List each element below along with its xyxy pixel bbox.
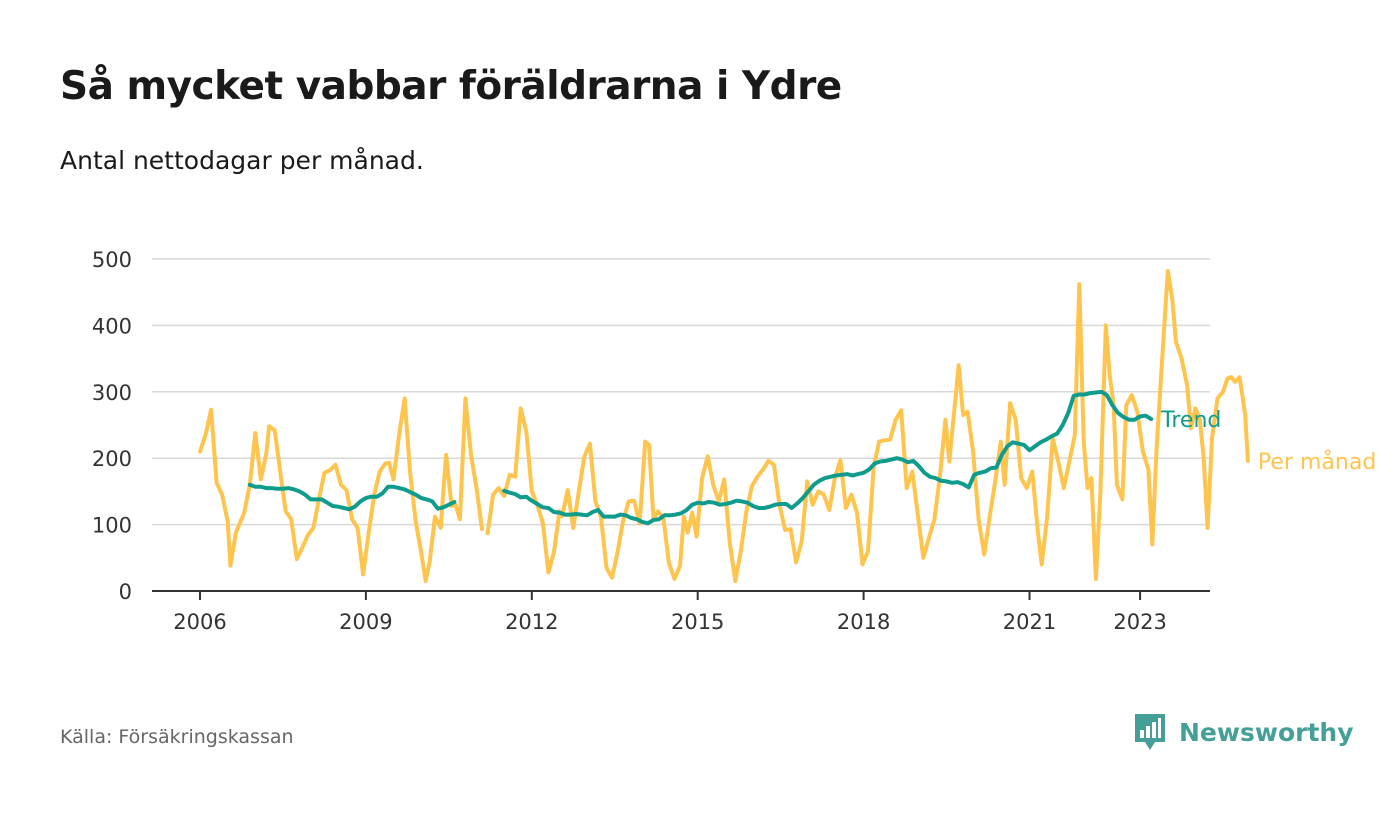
series-labels: Per månad Trend — [1160, 408, 1376, 475]
x-tick-label: 2006 — [173, 610, 226, 634]
newsworthy-logo[interactable]: Newsworthy — [1133, 712, 1354, 752]
x-tick-label: 2021 — [1003, 610, 1056, 634]
chart-subtitle: Antal nettodagar per månad. — [60, 146, 424, 175]
y-tick-label: 100 — [92, 514, 132, 538]
series-label-monthly: Per månad — [1258, 449, 1376, 475]
series-line-monthly — [198, 396, 484, 583]
y-tick-label: 200 — [92, 447, 132, 471]
series-lines — [198, 269, 1250, 583]
y-axis-ticks: 0 100 200 300 400 500 — [92, 248, 132, 604]
gridlines — [152, 258, 1210, 592]
y-tick-label: 500 — [92, 248, 132, 272]
chart-title: Så mycket vabbar föräldrarna i Ydre — [60, 64, 842, 109]
series-line-monthly — [485, 269, 1250, 583]
y-tick-label: 400 — [92, 314, 132, 338]
x-tick-label: 2015 — [671, 610, 724, 634]
series-line-trend — [247, 482, 457, 512]
y-tick-label: 300 — [92, 381, 132, 405]
x-tick-label: 2023 — [1113, 610, 1166, 634]
x-tick-label: 2012 — [505, 610, 558, 634]
series-line-trend — [502, 389, 1154, 526]
series-label-trend: Trend — [1160, 408, 1221, 433]
newsworthy-chart-icon — [1135, 714, 1165, 750]
brand-name: Newsworthy — [1179, 717, 1354, 747]
x-axis-ticks: 2006 2009 2012 2015 2018 2021 2023 — [173, 591, 1167, 634]
source-note: Källa: Försäkringskassan — [60, 726, 294, 748]
y-tick-label: 0 — [119, 580, 132, 604]
x-tick-label: 2009 — [339, 610, 392, 634]
x-tick-label: 2018 — [837, 610, 890, 634]
